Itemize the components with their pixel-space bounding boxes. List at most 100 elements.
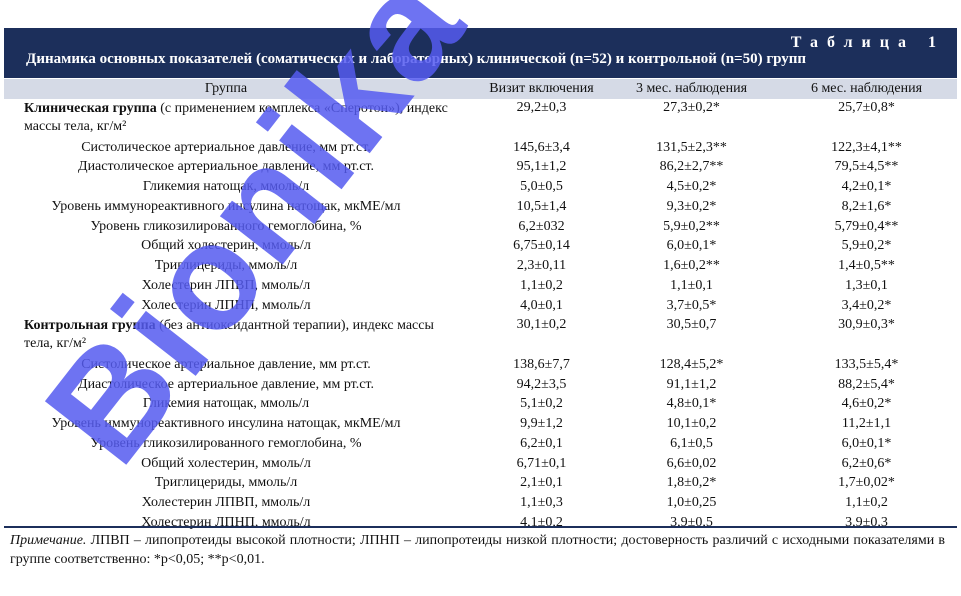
- cell-3-months: 1,6±0,2**: [663, 258, 720, 273]
- cell-baseline: 10,5±1,4: [516, 198, 567, 214]
- row-label: Систолическое артериальное давление, мм …: [81, 356, 371, 372]
- table-row: Уровень гликозилированного гемоглобина, …: [4, 218, 957, 238]
- cell-6-months: 6,0±0,1*: [841, 435, 892, 451]
- cell-6-months: 133,5±5,4*: [834, 356, 899, 372]
- row-label: Холестерин ЛПВП, ммоль/л: [141, 495, 311, 510]
- group-subtitle: (с применением комплекса «Сперотон»), ин…: [24, 101, 448, 134]
- control-rows: Систолическое артериальное давление, мм …: [4, 356, 957, 534]
- cell-3-months: 9,3±0,2*: [666, 198, 717, 214]
- row-label: Триглицериды, ммоль/л: [154, 258, 298, 273]
- cell-3-months: 6,1±0,5: [670, 435, 713, 451]
- table-number-label: Таблица 1: [790, 34, 945, 51]
- cell-6-months: 5,79±0,4**: [834, 218, 899, 234]
- group-title: Контрольная группа: [24, 318, 156, 334]
- table-body: Клиническая группа (с применением компле…: [4, 99, 957, 534]
- table-row: Холестерин ЛПНП, ммоль/л 4,0±0,1 3,7±0,5* 3…: [4, 297, 957, 317]
- cell-3-months: 128,4±5,2*: [659, 356, 724, 372]
- row-label: Уровень иммунореактивного инсулина натощ…: [51, 198, 401, 214]
- cell-baseline: 2,1±0,1: [520, 475, 563, 491]
- cell-3-months: 30,5±0,7: [666, 317, 717, 333]
- cell-baseline: 6,71±0,1: [516, 455, 567, 471]
- cell-3-months: 27,3±0,2*: [663, 100, 720, 115]
- group-label: Клиническая группа (с применением компле…: [24, 100, 454, 136]
- note-label: Примечание.: [10, 533, 87, 548]
- cell-3-months: 6,0±0,1*: [666, 238, 717, 254]
- row-label: Общий холестерин, ммоль/л: [141, 238, 311, 254]
- table-row: Общий холестерин, ммоль/л 6,75±0,14 6,0±0,…: [4, 237, 957, 257]
- cell-3-months: 131,5±2,3**: [656, 139, 727, 155]
- cell-3-months: 4,5±0,2*: [666, 179, 717, 194]
- table-row: Диастолическое артериальное давление, мм…: [4, 158, 957, 178]
- table-row: Холестерин ЛПВП, ммоль/л 1,1±0,2 1,1±0,1 1,…: [4, 277, 957, 297]
- cell-baseline: 145,6±3,4: [513, 139, 570, 155]
- column-header-3-months: 3 мес. наблюдения: [635, 81, 748, 96]
- cell-3-months: 5,9±0,2**: [663, 218, 720, 234]
- cell-6-months: 1,7±0,02*: [838, 475, 895, 491]
- cell-6-months: 6,2±0,6*: [841, 455, 892, 471]
- cell-baseline: 4,0±0,1: [520, 297, 563, 313]
- cell-3-months: 3,9±0,5: [670, 514, 713, 530]
- cell-3-months: 10,1±0,2: [666, 416, 717, 431]
- group-row-clinical: Клиническая группа (с применением компле…: [4, 99, 957, 139]
- cell-baseline: 5,1±0,2: [520, 396, 563, 412]
- table-row: Общий холестерин, ммоль/л 6,71±0,1 6,6±0,0…: [4, 455, 957, 475]
- table-title: Динамика основных показателей (соматичес…: [26, 51, 807, 67]
- table-row: Систолическое артериальное давление, мм …: [4, 139, 957, 159]
- bottom-rule: [4, 526, 957, 528]
- cell-3-months: 86,2±2,7**: [659, 159, 724, 175]
- cell-6-months: 1,4±0,5**: [838, 258, 895, 273]
- row-label: Общий холестерин, ммоль/л: [141, 455, 311, 471]
- cell-3-months: 6,6±0,02: [666, 455, 717, 471]
- cell-6-months: 11,2±1,1: [841, 416, 892, 431]
- cell-baseline: 30,1±0,2: [516, 317, 567, 333]
- column-header-row: Группа Визит включения 3 мес. наблюдения…: [4, 79, 957, 99]
- cell-baseline: 9,9±1,2: [520, 416, 563, 431]
- table-row: Уровень иммунореактивного инсулина натощ…: [4, 415, 957, 435]
- row-label: Уровень иммунореактивного инсулина натощ…: [51, 416, 401, 431]
- row-label: Холестерин ЛПНП, ммоль/л: [141, 297, 311, 313]
- cell-baseline: 6,75±0,14: [513, 238, 570, 254]
- cell-baseline: 2,3±0,11: [516, 258, 567, 273]
- cell-6-months: 30,9±0,3*: [838, 317, 895, 333]
- cell-6-months: 3,4±0,2*: [841, 297, 892, 313]
- cell-baseline: 94,2±3,5: [516, 376, 567, 392]
- cell-3-months: 1,1±0,1: [670, 277, 713, 293]
- cell-6-months: 5,9±0,2*: [841, 238, 892, 254]
- table-row: Триглицериды, ммоль/л 2,1±0,1 1,8±0,2* 1,7±…: [4, 474, 957, 494]
- clinical-rows: Систолическое артериальное давление, мм …: [4, 139, 957, 317]
- cell-3-months: 91,1±1,2: [666, 376, 717, 392]
- column-header-baseline: Визит включения: [489, 81, 594, 96]
- table-row: Диастолическое артериальное давление, мм…: [4, 376, 957, 396]
- cell-3-months: 4,8±0,1*: [666, 396, 717, 412]
- cell-6-months: 4,2±0,1*: [841, 179, 892, 194]
- row-label: Холестерин ЛПВП, ммоль/л: [141, 277, 311, 293]
- cell-6-months: 25,7±0,8*: [838, 100, 895, 115]
- group-label: Контрольная группа (без антиоксидантной …: [24, 317, 454, 353]
- cell-baseline: 29,2±0,3: [516, 100, 567, 115]
- row-label: Гликемия натощак, ммоль/л: [142, 396, 310, 412]
- group-row-control: Контрольная группа (без антиоксидантной …: [4, 316, 957, 356]
- table-row: Уровень гликозилированного гемоглобина, …: [4, 435, 957, 455]
- table-row: Гликемия натощак, ммоль/л 5,1±0,2 4,8±0,1*…: [4, 395, 957, 415]
- row-label: Систолическое артериальное давление, мм …: [81, 139, 371, 155]
- cell-6-months: 4,6±0,2*: [841, 396, 892, 412]
- top-rule: [4, 76, 957, 78]
- table-row: Систолическое артериальное давление, мм …: [4, 356, 957, 376]
- cell-baseline: 1,1±0,2: [520, 277, 563, 293]
- column-header-group: Группа: [204, 81, 248, 96]
- cell-baseline: 6,2±032: [518, 218, 565, 234]
- row-label: Триглицериды, ммоль/л: [154, 475, 298, 491]
- cell-3-months: 1,0±0,25: [666, 495, 717, 510]
- row-label: Диастолическое артериальное давление, мм…: [78, 376, 374, 392]
- note-text: ЛПВП – липопротеиды высокой плотности; Л…: [10, 533, 945, 567]
- cell-baseline: 5,0±0,5: [520, 179, 563, 194]
- group-title: Клиническая группа: [24, 101, 157, 116]
- cell-6-months: 122,3±4,1**: [831, 139, 902, 155]
- cell-baseline: 1,1±0,3: [520, 495, 563, 510]
- cell-6-months: 3,9±0,3: [845, 514, 888, 530]
- cell-6-months: 8,2±1,6*: [841, 198, 892, 214]
- cell-baseline: 4,1±0,2: [520, 514, 563, 530]
- row-label: Уровень гликозилированного гемоглобина, …: [90, 218, 362, 234]
- column-header-6-months: 6 мес. наблюдения: [810, 81, 923, 96]
- table-row: Холестерин ЛПВП, ммоль/л 1,1±0,3 1,0±0,25 1…: [4, 494, 957, 514]
